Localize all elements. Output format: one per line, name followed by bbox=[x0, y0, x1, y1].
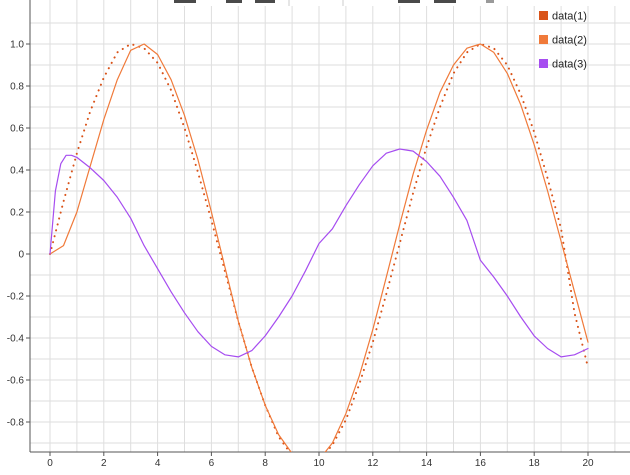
series-line-1 bbox=[49, 43, 589, 452]
x-tick-label: 20 bbox=[582, 458, 594, 469]
grid-lines bbox=[30, 0, 630, 452]
legend-swatch bbox=[539, 11, 548, 20]
legend-swatch bbox=[539, 35, 548, 44]
y-tick-label: 0 bbox=[18, 250, 24, 261]
legend-label: data(1) bbox=[552, 11, 587, 23]
y-tick-label: 0.2 bbox=[10, 208, 24, 219]
x-tick-label: 12 bbox=[367, 458, 379, 469]
y-tick-label: -0.2 bbox=[7, 292, 25, 303]
x-tick-label: 10 bbox=[313, 458, 325, 469]
toolbar-data-cursor-icon[interactable] bbox=[226, 0, 242, 3]
series-line-3 bbox=[49, 148, 589, 358]
legend-label: data(3) bbox=[552, 59, 587, 71]
y-tick-label: -0.8 bbox=[7, 418, 25, 429]
x-tick-label: 16 bbox=[475, 458, 487, 469]
y-tick-label: -0.6 bbox=[7, 376, 25, 387]
x-tick-label: 0 bbox=[47, 458, 53, 469]
toolbar-background bbox=[160, 0, 630, 6]
legend-swatch bbox=[539, 59, 548, 68]
toolbar-pan-icon[interactable] bbox=[486, 0, 494, 3]
y-tick-label: 0.8 bbox=[10, 82, 24, 93]
x-tick-label: 6 bbox=[209, 458, 215, 469]
toolbar-brush-icon[interactable] bbox=[255, 0, 275, 3]
y-tick-label: 0.6 bbox=[10, 124, 24, 135]
legend: data(1) data(2) data(3) bbox=[539, 11, 587, 71]
series-group bbox=[49, 43, 589, 452]
x-tick-label: 18 bbox=[529, 458, 541, 469]
toolbar-rotate-icon[interactable] bbox=[174, 0, 196, 3]
axis-ticks: 0 2 4 6 8 10 12 14 16 18 20 1.0 0.8 0.6 0.4 0.2 0 -0.2 -0.… bbox=[7, 40, 594, 470]
x-tick-label: 8 bbox=[262, 458, 268, 469]
toolbar-zoom-out-icon[interactable] bbox=[434, 0, 456, 3]
x-tick-label: 14 bbox=[421, 458, 433, 469]
legend-label: data(2) bbox=[552, 35, 587, 47]
toolbar-zoom-in-icon[interactable] bbox=[398, 0, 420, 3]
toolbar-strip bbox=[160, 0, 630, 6]
y-tick-label: -0.4 bbox=[7, 334, 25, 345]
y-tick-label: 0.4 bbox=[10, 166, 24, 177]
series-line-2 bbox=[49, 43, 589, 452]
x-tick-label: 2 bbox=[101, 458, 107, 469]
x-tick-label: 4 bbox=[155, 458, 161, 469]
y-tick-label: 1.0 bbox=[10, 40, 24, 51]
